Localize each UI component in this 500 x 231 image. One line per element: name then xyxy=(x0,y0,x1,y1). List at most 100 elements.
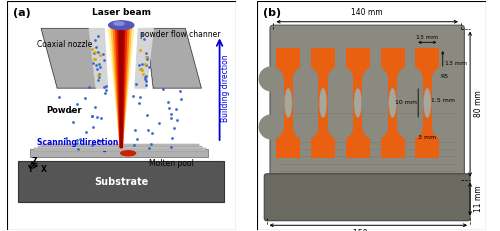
Ellipse shape xyxy=(258,66,283,91)
Ellipse shape xyxy=(328,66,353,91)
Polygon shape xyxy=(113,29,130,148)
Text: 80 mm: 80 mm xyxy=(474,91,482,117)
Bar xyxy=(346,127,353,140)
FancyBboxPatch shape xyxy=(38,146,202,149)
Ellipse shape xyxy=(108,21,134,30)
Ellipse shape xyxy=(319,88,327,118)
Bar xyxy=(380,127,404,158)
Text: 13 mm: 13 mm xyxy=(444,61,466,66)
Text: R5: R5 xyxy=(440,74,448,79)
Ellipse shape xyxy=(293,66,318,91)
Text: 10 mm: 10 mm xyxy=(395,100,417,105)
Bar xyxy=(397,127,404,140)
Bar xyxy=(311,127,335,158)
Text: 1.5 mm: 1.5 mm xyxy=(431,98,455,103)
Text: 13 mm: 13 mm xyxy=(416,35,438,40)
Text: powder flow channer: powder flow channer xyxy=(140,30,220,39)
Bar xyxy=(380,66,388,79)
Ellipse shape xyxy=(328,114,353,140)
Ellipse shape xyxy=(424,88,431,118)
Text: 140 mm: 140 mm xyxy=(352,8,383,17)
FancyBboxPatch shape xyxy=(18,161,224,202)
Ellipse shape xyxy=(328,114,353,140)
Text: (a): (a) xyxy=(12,8,30,18)
Text: (b): (b) xyxy=(263,8,281,18)
Bar xyxy=(276,48,300,79)
Ellipse shape xyxy=(120,151,136,156)
Polygon shape xyxy=(120,29,123,148)
Text: Scanning direction: Scanning direction xyxy=(36,138,118,147)
Bar xyxy=(380,127,388,140)
Text: Laser beam: Laser beam xyxy=(92,8,151,17)
Bar xyxy=(362,127,370,140)
Ellipse shape xyxy=(328,66,353,91)
Bar xyxy=(346,127,370,158)
Bar xyxy=(416,127,422,140)
Polygon shape xyxy=(89,29,108,88)
Ellipse shape xyxy=(284,88,292,118)
Bar xyxy=(293,127,300,140)
Ellipse shape xyxy=(362,66,388,91)
FancyBboxPatch shape xyxy=(41,144,199,146)
Polygon shape xyxy=(118,29,124,148)
Ellipse shape xyxy=(294,66,318,91)
FancyBboxPatch shape xyxy=(270,25,464,183)
Bar xyxy=(432,127,440,140)
Ellipse shape xyxy=(432,66,457,91)
Ellipse shape xyxy=(388,88,396,118)
FancyBboxPatch shape xyxy=(258,1,486,230)
Text: 3 mm: 3 mm xyxy=(418,135,436,140)
Text: Building direction: Building direction xyxy=(221,54,230,122)
Polygon shape xyxy=(41,29,96,88)
Bar xyxy=(276,66,283,79)
Ellipse shape xyxy=(398,66,422,91)
Bar xyxy=(328,127,335,140)
Ellipse shape xyxy=(432,114,457,140)
Polygon shape xyxy=(135,29,154,88)
Ellipse shape xyxy=(294,114,318,140)
Bar xyxy=(346,48,370,79)
Text: Coaxial nozzle: Coaxial nozzle xyxy=(36,40,92,49)
Ellipse shape xyxy=(293,114,318,140)
Bar xyxy=(311,127,318,140)
FancyBboxPatch shape xyxy=(264,174,470,221)
Text: X: X xyxy=(41,165,47,174)
Ellipse shape xyxy=(363,114,388,140)
Text: Y: Y xyxy=(28,165,33,174)
Ellipse shape xyxy=(397,66,422,91)
FancyBboxPatch shape xyxy=(34,148,206,151)
Bar xyxy=(397,66,404,79)
Ellipse shape xyxy=(362,114,388,140)
Ellipse shape xyxy=(398,114,422,140)
Text: Z: Z xyxy=(32,157,38,166)
Bar xyxy=(346,66,353,79)
Bar xyxy=(276,127,283,140)
Bar xyxy=(422,79,432,127)
Bar xyxy=(284,79,293,127)
Bar xyxy=(353,79,362,127)
Text: 11 mm: 11 mm xyxy=(474,186,482,212)
Bar xyxy=(362,66,370,79)
Bar xyxy=(311,66,318,79)
Ellipse shape xyxy=(397,114,422,140)
FancyBboxPatch shape xyxy=(7,1,235,230)
Polygon shape xyxy=(116,29,127,148)
Bar xyxy=(416,66,422,79)
FancyBboxPatch shape xyxy=(30,149,208,157)
Text: Substrate: Substrate xyxy=(94,177,148,187)
Polygon shape xyxy=(108,29,134,148)
Bar xyxy=(432,66,440,79)
Polygon shape xyxy=(111,29,132,148)
Bar xyxy=(276,127,300,158)
Ellipse shape xyxy=(354,88,362,118)
Bar xyxy=(416,48,440,79)
Ellipse shape xyxy=(258,114,283,140)
Bar xyxy=(318,79,328,127)
Ellipse shape xyxy=(363,66,388,91)
Bar xyxy=(388,79,397,127)
Bar xyxy=(311,48,335,79)
Bar xyxy=(328,66,335,79)
Bar xyxy=(416,127,440,158)
Bar xyxy=(380,48,404,79)
Text: Powder: Powder xyxy=(46,106,82,116)
